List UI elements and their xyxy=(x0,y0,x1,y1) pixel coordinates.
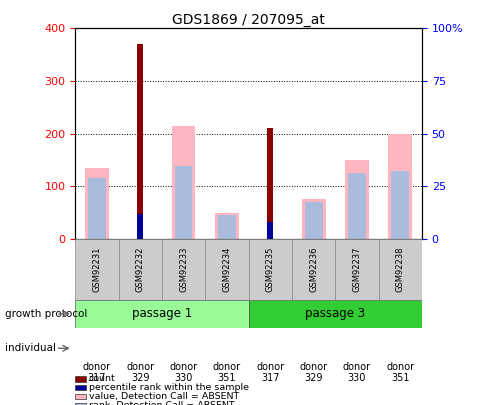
Text: GSM92233: GSM92233 xyxy=(179,247,188,292)
Text: GSM92238: GSM92238 xyxy=(395,247,404,292)
Text: passage 1: passage 1 xyxy=(132,307,192,320)
Text: individual: individual xyxy=(5,343,56,353)
Bar xyxy=(88,179,106,239)
Text: GSM92234: GSM92234 xyxy=(222,247,231,292)
Bar xyxy=(174,166,192,239)
Bar xyxy=(214,213,238,239)
Bar xyxy=(75,239,118,300)
Text: donor
330: donor 330 xyxy=(342,362,370,384)
Bar xyxy=(348,173,365,239)
Text: donor
317: donor 317 xyxy=(256,362,284,384)
Bar xyxy=(266,222,273,239)
Bar xyxy=(171,126,195,239)
Bar xyxy=(162,239,205,300)
Text: GSM92236: GSM92236 xyxy=(308,247,318,292)
Bar xyxy=(136,44,143,239)
Text: GSM92235: GSM92235 xyxy=(265,247,274,292)
Bar xyxy=(391,171,408,239)
Bar xyxy=(118,239,162,300)
Bar xyxy=(334,239,378,300)
Bar xyxy=(344,160,368,239)
Bar xyxy=(85,168,108,239)
Text: donor
351: donor 351 xyxy=(385,362,413,384)
Bar xyxy=(291,239,334,300)
Text: value, Detection Call = ABSENT: value, Detection Call = ABSENT xyxy=(89,392,239,401)
Bar xyxy=(136,214,143,239)
Text: GSM92231: GSM92231 xyxy=(92,247,101,292)
Text: percentile rank within the sample: percentile rank within the sample xyxy=(89,383,248,392)
Title: GDS1869 / 207095_at: GDS1869 / 207095_at xyxy=(172,13,324,27)
Bar xyxy=(217,215,235,239)
Text: donor
351: donor 351 xyxy=(212,362,241,384)
Text: donor
329: donor 329 xyxy=(299,362,327,384)
Bar xyxy=(301,200,325,239)
Bar xyxy=(248,300,421,328)
Text: growth protocol: growth protocol xyxy=(5,309,87,319)
Bar xyxy=(75,300,248,328)
Bar xyxy=(304,202,322,239)
Text: GSM92237: GSM92237 xyxy=(352,247,361,292)
Bar xyxy=(378,239,421,300)
Bar xyxy=(266,128,273,239)
Bar xyxy=(388,134,411,239)
Text: rank, Detection Call = ABSENT: rank, Detection Call = ABSENT xyxy=(89,401,234,405)
Text: GSM92232: GSM92232 xyxy=(136,247,144,292)
Text: count: count xyxy=(89,374,115,383)
Bar xyxy=(248,239,291,300)
Text: passage 3: passage 3 xyxy=(304,307,364,320)
Text: donor
330: donor 330 xyxy=(169,362,197,384)
Text: donor
317: donor 317 xyxy=(83,362,111,384)
Bar xyxy=(205,239,248,300)
Text: donor
329: donor 329 xyxy=(126,362,154,384)
